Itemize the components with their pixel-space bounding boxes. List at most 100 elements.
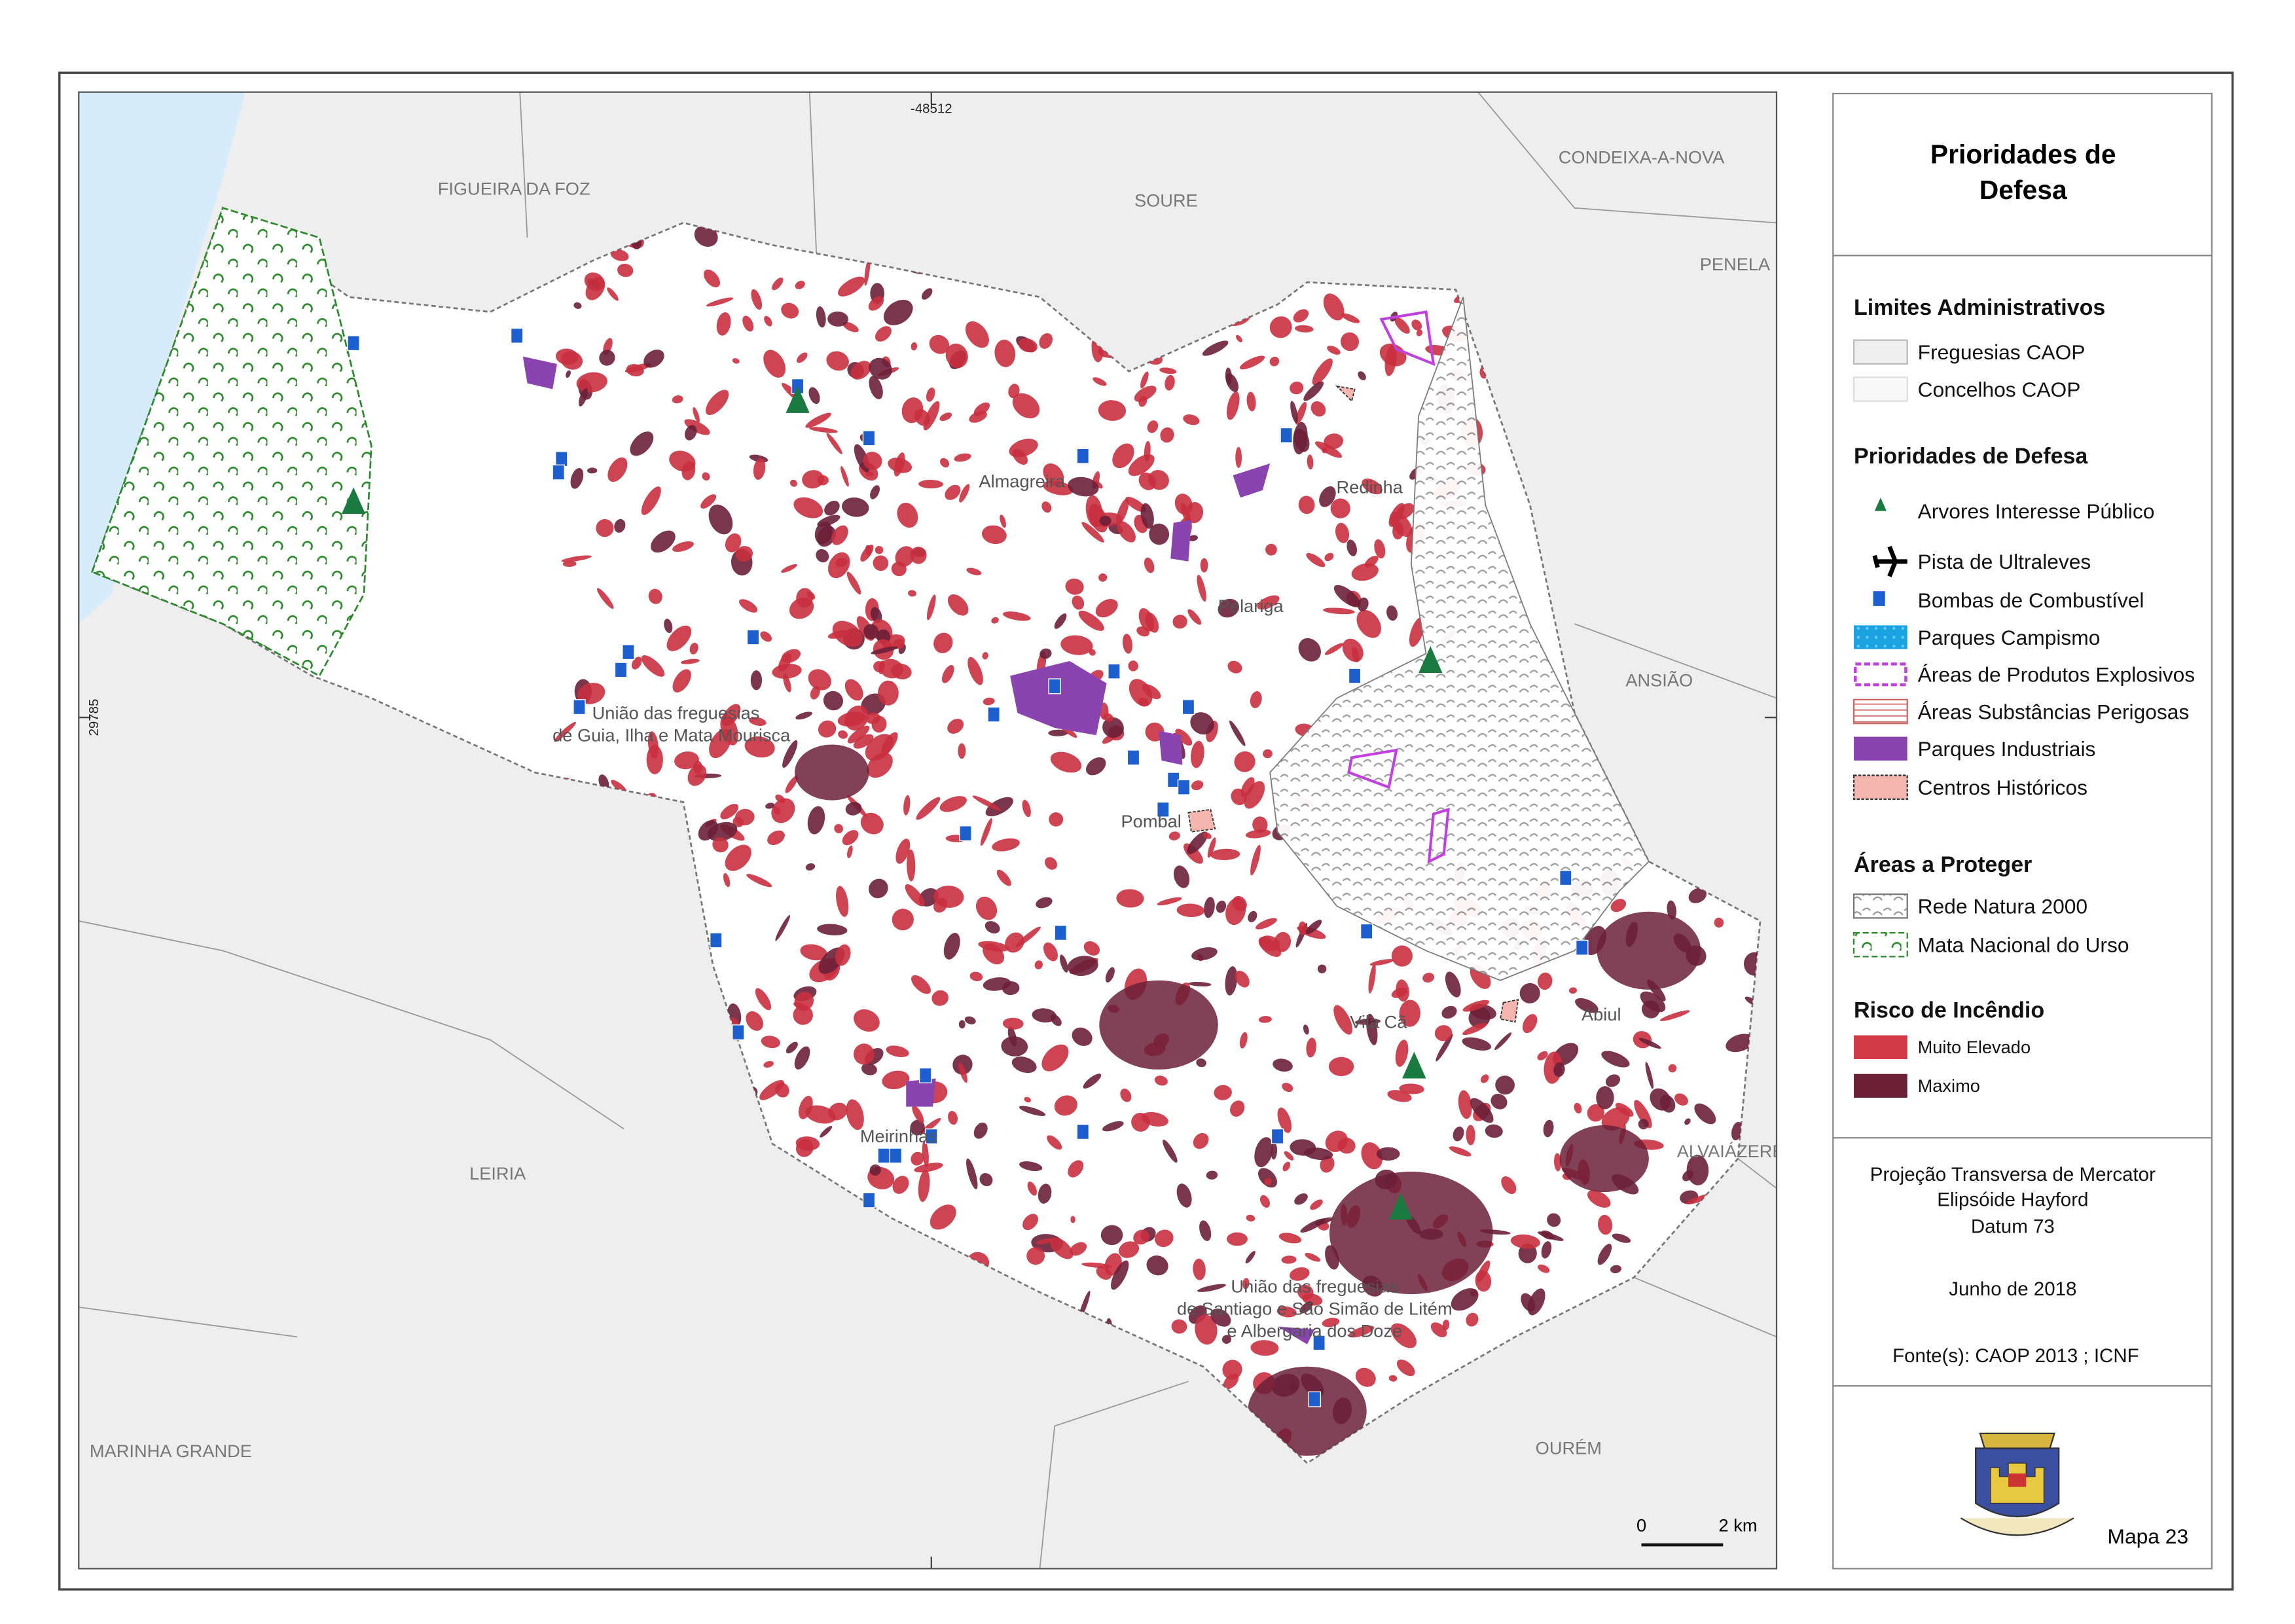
risk-patch (1199, 1220, 1212, 1241)
risk-patch (918, 480, 944, 489)
date: Junho de 2018 (1949, 1278, 2076, 1300)
risk-patch (1214, 1085, 1232, 1100)
risk-patch (958, 1062, 967, 1083)
parish-label: União das freguesias (1231, 1276, 1398, 1296)
risk-patch (750, 670, 763, 691)
risk-patch (1248, 911, 1257, 922)
risk-patch (1246, 391, 1256, 412)
projection: Elipsóide Hayford (1937, 1189, 2088, 1211)
risk-patch (837, 712, 866, 727)
risk-patch (991, 617, 999, 624)
risk-patch (802, 470, 824, 489)
risk-patch (1645, 1062, 1653, 1089)
risk-patch (911, 975, 931, 994)
risk-patch (1230, 1100, 1245, 1117)
fuel-station (1360, 923, 1373, 939)
symbol-tree (1874, 497, 1887, 511)
risk-patch (1229, 720, 1246, 746)
swatch (1852, 698, 1908, 725)
risk-patch (771, 798, 795, 823)
symbol-pump (1873, 591, 1885, 606)
risk-patch (1434, 1025, 1453, 1041)
risk-patch (914, 409, 931, 426)
parish-label: Almagreira (979, 471, 1065, 491)
risk-patch (1206, 1170, 1218, 1180)
risk-patch (817, 924, 848, 935)
risk-patch (735, 546, 753, 562)
risk-patch (1333, 1005, 1353, 1035)
risk-patch (983, 943, 1005, 965)
fuel-station (987, 706, 1000, 723)
risk-patch (1554, 1153, 1562, 1172)
risk-patch (1216, 900, 1227, 913)
risk-patch (1001, 1036, 1028, 1056)
risk-patch (1615, 1102, 1634, 1117)
risk-patch (782, 740, 798, 768)
risk-patch (975, 896, 998, 920)
risk-patch (1234, 751, 1256, 772)
risk-patch (1259, 1195, 1271, 1208)
risk-patch (807, 806, 825, 835)
risk-patch (560, 351, 583, 370)
risk-patch (1510, 1234, 1540, 1249)
risk-patch (1494, 1032, 1512, 1051)
fuel-station (573, 699, 586, 715)
risk-patch (863, 452, 882, 470)
risk-patch (1686, 1155, 1709, 1185)
risk-patch (797, 352, 808, 363)
risk-patch (838, 730, 848, 739)
risk-patch (1060, 635, 1093, 655)
risk-patch (947, 594, 969, 616)
risk-patch (795, 280, 805, 289)
risk-patch (905, 884, 925, 907)
risk-patch (1284, 1151, 1294, 1161)
risk-patch (958, 743, 966, 759)
risk-patch (864, 257, 871, 286)
risk-patch (1317, 964, 1327, 973)
risk-patch (785, 776, 798, 793)
risk-patch (903, 795, 911, 816)
risk-patch (1328, 1056, 1354, 1077)
risk-patch (1390, 1323, 1417, 1348)
risk-patch (1348, 1326, 1375, 1338)
risk-patch (1041, 501, 1052, 513)
risk-core (795, 744, 869, 801)
risk-patch (1282, 1083, 1293, 1092)
risk-patch (1049, 812, 1064, 827)
risk-patch (1731, 1121, 1743, 1141)
risk-patch (1116, 889, 1144, 908)
risk-patch (759, 1080, 784, 1100)
risk-patch (772, 278, 784, 291)
risk-patch (1265, 543, 1277, 556)
risk-patch (1269, 316, 1292, 338)
fuel-station (555, 451, 568, 467)
risk-patch (1038, 1183, 1052, 1204)
risk-patch (1239, 355, 1265, 370)
risk-patch (798, 1096, 813, 1119)
risk-patch (577, 683, 605, 704)
risk-patch (672, 395, 683, 404)
risk-patch (980, 818, 992, 846)
risk-patch (1264, 1178, 1273, 1185)
risk-patch (651, 530, 676, 553)
fuel-station (746, 629, 760, 645)
risk-patch (684, 425, 697, 441)
risk-patch (1239, 1032, 1248, 1049)
swatch (1854, 625, 1907, 649)
risk-patch (1470, 1098, 1494, 1123)
risk-patch (846, 1099, 864, 1130)
parish-label: de Guia, Ilha e Mata Mourisca (552, 725, 791, 745)
legend-heading: Limites Administrativos (1854, 295, 2105, 320)
risk-patch (860, 812, 884, 835)
risk-patch (1466, 1312, 1479, 1327)
risk-patch (694, 225, 718, 247)
risk-patch (666, 625, 692, 651)
risk-patch (611, 780, 627, 793)
fuel-station (1177, 779, 1191, 795)
risk-patch (680, 659, 700, 664)
risk-patch (846, 571, 861, 595)
risk-patch (796, 588, 814, 608)
risk-patch (1022, 799, 1031, 818)
risk-patch (1323, 607, 1355, 615)
risk-patch (1081, 522, 1104, 543)
